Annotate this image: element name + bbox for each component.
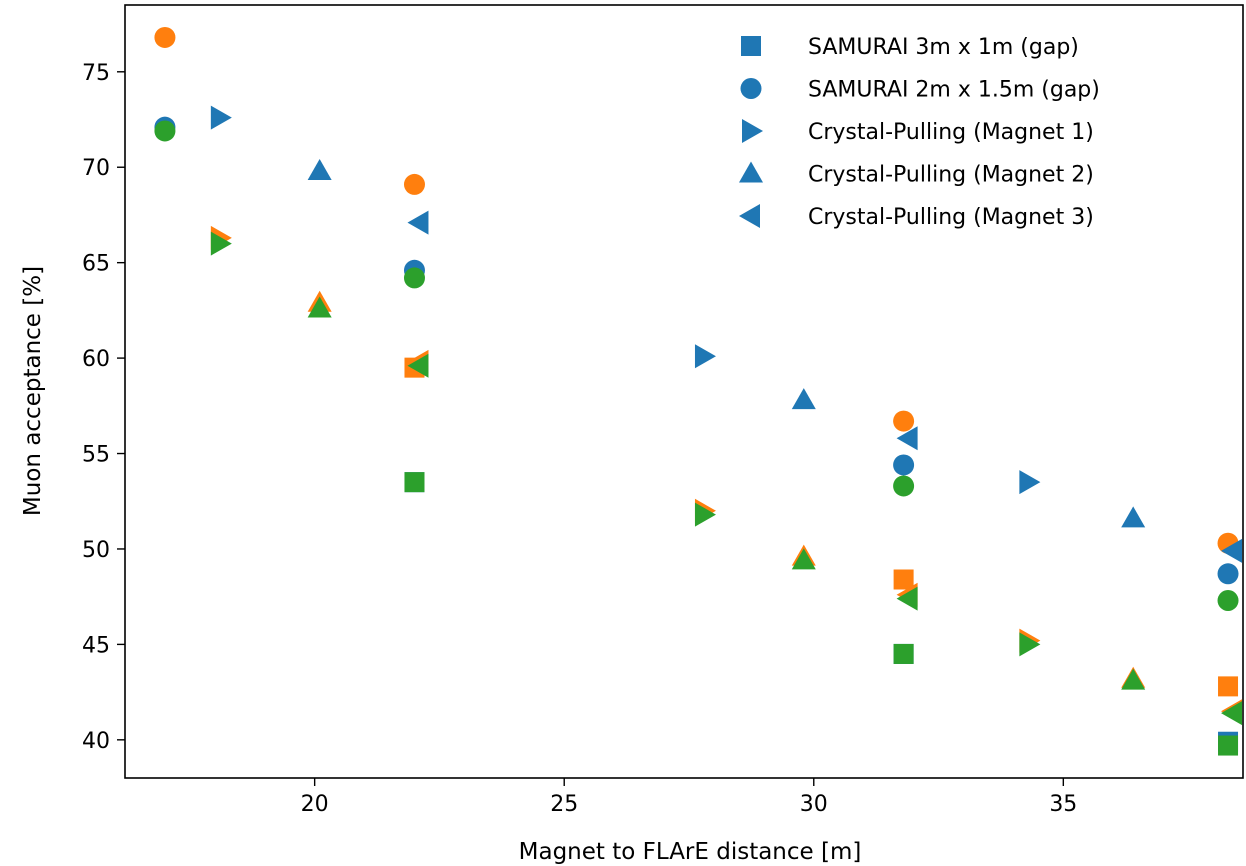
y-tick-label: 65 bbox=[82, 252, 110, 277]
y-tick-label: 60 bbox=[82, 347, 110, 372]
x-axis: 20 25 30 35 bbox=[301, 778, 1077, 817]
y-tick-label: 50 bbox=[82, 538, 110, 563]
data-point-triangle-up bbox=[1121, 668, 1146, 690]
y-tick-label: 40 bbox=[82, 729, 110, 754]
data-point-triangle-up bbox=[307, 159, 332, 181]
legend-label: Crystal-Pulling (Magnet 3) bbox=[808, 205, 1094, 230]
data-point-circle bbox=[154, 26, 176, 48]
legend-label: Crystal-Pulling (Magnet 1) bbox=[808, 120, 1094, 145]
data-point-square bbox=[893, 643, 914, 664]
x-tick-label: 20 bbox=[301, 792, 329, 817]
data-point-circle bbox=[893, 454, 915, 476]
data-point-triangle-right bbox=[694, 502, 716, 527]
data-point-circle bbox=[154, 120, 176, 142]
data-point-triangle-right bbox=[210, 231, 232, 256]
data-point-circle bbox=[403, 173, 425, 195]
data-point-triangle-left bbox=[896, 426, 918, 451]
y-axis-label: Muon acceptance [%] bbox=[20, 266, 46, 516]
legend-label: SAMURAI 2m x 1.5m (gap) bbox=[808, 78, 1100, 103]
data-point-square bbox=[1218, 676, 1239, 697]
y-axis: 40 45 50 55 60 65 70 75 bbox=[82, 61, 125, 754]
y-tick-label: 45 bbox=[82, 633, 110, 658]
data-point-triangle-right bbox=[210, 105, 232, 130]
y-tick-label: 75 bbox=[82, 61, 110, 86]
data-point-triangle-left bbox=[896, 586, 918, 611]
y-tick-label: 70 bbox=[82, 156, 110, 181]
legend-marker-triangle-up bbox=[739, 161, 763, 183]
plot-area bbox=[124, 4, 1244, 779]
data-point-triangle-right bbox=[1019, 632, 1041, 657]
legend-marker-square bbox=[741, 36, 761, 56]
legend-marker-circle bbox=[740, 78, 762, 99]
legend-marker-triangle-left bbox=[739, 204, 760, 228]
data-point-square bbox=[404, 472, 425, 493]
data-point-triangle-left bbox=[1221, 701, 1243, 726]
legend-marker-triangle-right bbox=[742, 119, 763, 143]
legend-label: SAMURAI 3m x 1m (gap) bbox=[808, 35, 1079, 60]
data-point-circle bbox=[403, 267, 425, 289]
data-point-triangle-right bbox=[1019, 470, 1041, 495]
legend: SAMURAI 3m x 1m (gap) SAMURAI 2m x 1.5m (… bbox=[739, 35, 1100, 230]
x-tick-label: 25 bbox=[550, 792, 578, 817]
data-point-circle bbox=[1217, 563, 1239, 585]
data-point-triangle-up bbox=[307, 296, 332, 318]
legend-label: Crystal-Pulling (Magnet 2) bbox=[808, 163, 1094, 188]
data-points bbox=[154, 26, 1243, 756]
data-point-triangle-right bbox=[694, 344, 716, 369]
data-point-circle bbox=[893, 475, 915, 497]
data-point-square bbox=[893, 569, 914, 590]
data-point-triangle-up bbox=[791, 548, 816, 570]
data-point-triangle-up bbox=[791, 388, 816, 410]
data-point-triangle-up bbox=[1121, 506, 1146, 528]
x-axis-label: Magnet to FLArE distance [m] bbox=[519, 839, 862, 865]
data-point-circle bbox=[1217, 589, 1239, 611]
x-tick-label: 35 bbox=[1049, 792, 1077, 817]
data-point-square bbox=[1218, 735, 1239, 756]
data-point-triangle-left bbox=[407, 353, 429, 378]
x-tick-label: 30 bbox=[800, 792, 828, 817]
data-point-circle bbox=[893, 410, 915, 432]
data-point-triangle-left bbox=[1221, 538, 1243, 563]
data-point-triangle-left bbox=[407, 210, 429, 235]
y-tick-label: 55 bbox=[82, 443, 110, 468]
